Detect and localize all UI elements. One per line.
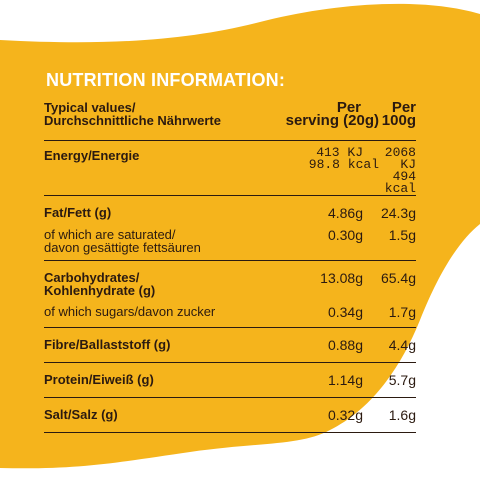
table-row-fat: Fat/Fett (g) 4.86g 24.3g: [44, 205, 416, 221]
table-row-salt: Salt/Salz (g) 0.32g 1.6g: [44, 397, 416, 433]
table-row-saturated: of which are saturated/ davon gesättigte…: [44, 228, 416, 261]
table-header-row: Typical values/ Durchschnittliche Nährwe…: [44, 100, 416, 141]
header-label: Typical values/ Durchschnittliche Nährwe…: [44, 100, 259, 141]
header-per100: Per 100g: [379, 100, 416, 141]
nutrition-panel: NUTRITION INFORMATION: Typical values/ D…: [44, 70, 416, 433]
nutrition-title: NUTRITION INFORMATION:: [46, 70, 286, 90]
table-row-sugars: of which sugars/davon zucker 0.34g 1.7g: [44, 305, 416, 328]
table-row-fibre: Fibre/Ballaststoff (g) 0.88g 4.4g: [44, 327, 416, 363]
header-serving: Per serving (20g): [259, 100, 379, 141]
table-row-carbohydrates: Carbohydrates/ Kohlenhydrate (g) 13.08g …: [44, 270, 416, 298]
nutrition-table: Typical values/ Durchschnittliche Nährwe…: [44, 100, 416, 433]
table-row-protein: Protein/Eiweiß (g) 1.14g 5.7g: [44, 362, 416, 398]
table-row-energy: Energy/Energie 413 KJ 98.8 kcal 2068 KJ …: [44, 140, 416, 196]
